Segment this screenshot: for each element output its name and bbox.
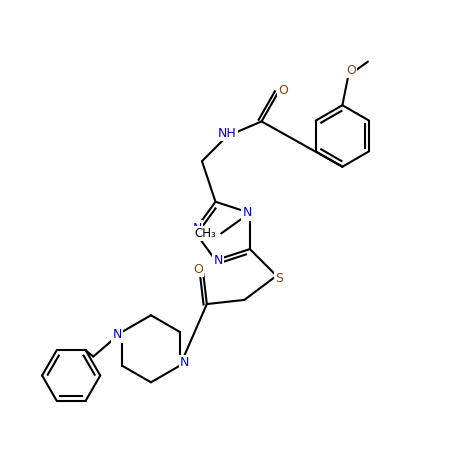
Text: NH: NH [217, 127, 236, 140]
Text: O: O [193, 263, 202, 276]
Text: N: N [243, 207, 252, 219]
Text: N: N [113, 328, 122, 341]
Text: O: O [346, 64, 356, 77]
Text: N: N [214, 254, 223, 267]
Text: O: O [279, 84, 288, 97]
Text: CH₃: CH₃ [194, 227, 216, 240]
Text: N: N [180, 356, 189, 369]
Text: N: N [192, 222, 202, 235]
Text: S: S [275, 272, 284, 285]
